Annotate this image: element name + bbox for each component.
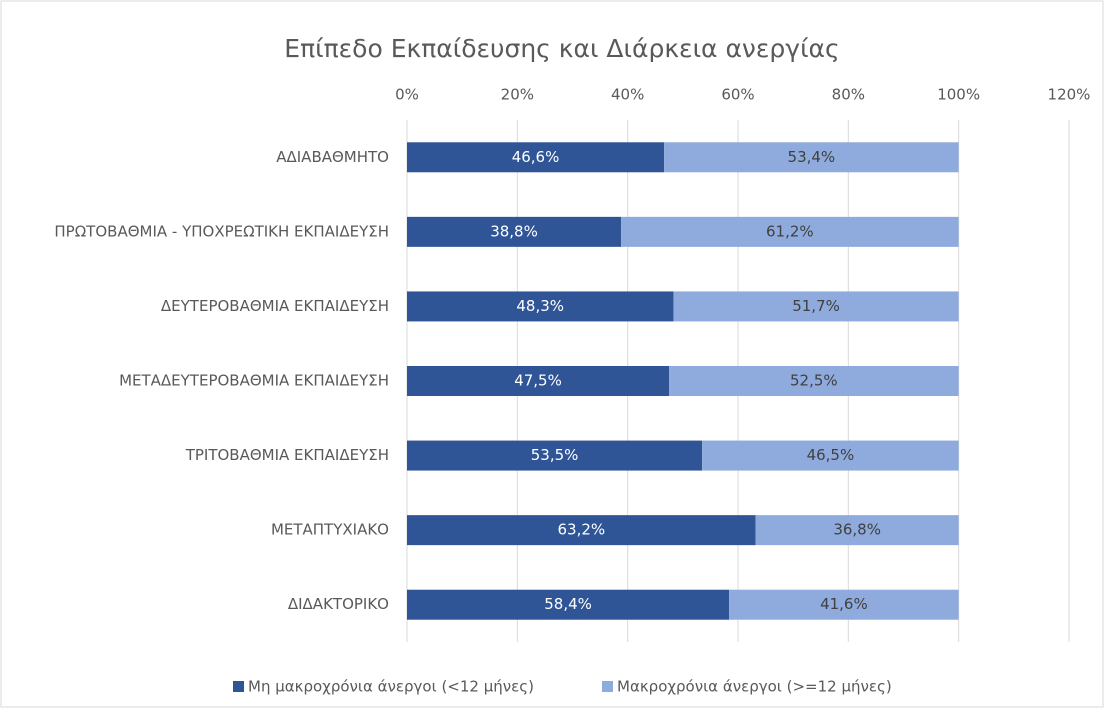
bar xyxy=(407,589,730,620)
bar xyxy=(407,216,622,247)
data-label: 63,2% xyxy=(557,521,605,539)
data-label: 58,4% xyxy=(544,595,592,613)
y-tick-label: ΔΕΥΤΕΡΟΒΑΘΜΙΑ ΕΚΠΑΙΔΕΥΣΗ xyxy=(161,297,389,315)
x-tick-label: 60% xyxy=(721,86,754,104)
data-label: 52,5% xyxy=(790,372,838,390)
bar xyxy=(621,216,959,247)
data-label: 47,5% xyxy=(514,372,562,390)
legend-marker xyxy=(233,681,244,692)
chart-title: Επίπεδο Εκπαίδευσης και Διάρκεια ανεργία… xyxy=(284,34,839,63)
y-tick-label: ΜΕΤΑΔΕΥΤΕΡΟΒΑΘΜΙΑ ΕΚΠΑΙΔΕΥΣΗ xyxy=(119,372,389,390)
legend-label: Μη μακροχρόνια άνεργοι (<12 μήνες) xyxy=(248,678,534,696)
legend-marker xyxy=(602,681,613,692)
data-label: 46,5% xyxy=(807,446,855,464)
x-tick-label: 120% xyxy=(1048,86,1091,104)
y-tick-label: ΤΡΙΤΟΒΑΘΜΙΑ ΕΚΠΑΙΔΕΥΣΗ xyxy=(185,446,389,464)
bar xyxy=(407,142,665,173)
data-label: 38,8% xyxy=(490,222,538,240)
x-tick-label: 100% xyxy=(937,86,980,104)
bar xyxy=(407,366,670,396)
y-tick-label: ΜΕΤΑΠΤΥΧΙΑΚΟ xyxy=(271,521,389,539)
data-label: 46,6% xyxy=(512,148,560,166)
x-tick-label: 40% xyxy=(611,86,644,104)
x-tick-label: 80% xyxy=(832,86,865,104)
x-tick-label: 20% xyxy=(501,86,534,104)
bar xyxy=(669,366,959,396)
data-label: 41,6% xyxy=(820,595,868,613)
data-label: 53,5% xyxy=(531,446,579,464)
bar xyxy=(755,515,959,546)
bar xyxy=(673,291,959,322)
x-tick-label: 0% xyxy=(395,86,419,104)
data-label: 51,7% xyxy=(792,297,840,315)
data-label: 53,4% xyxy=(788,148,836,166)
bar xyxy=(702,440,959,471)
bar xyxy=(407,440,703,471)
y-tick-label: ΑΔΙΑΒΑΘΜΗΤΟ xyxy=(276,148,389,166)
data-label: 48,3% xyxy=(516,297,564,315)
bar xyxy=(407,515,756,546)
bar xyxy=(664,142,959,173)
y-tick-label: ΠΡΩΤΟΒΑΘΜΙΑ - ΥΠΟΧΡΕΩΤΙΚΗ ΕΚΠΑΙΔΕΥΣΗ xyxy=(54,222,389,240)
y-tick-label: ΔΙΔΑΚΤΟΡΙΚΟ xyxy=(288,595,389,613)
bar xyxy=(729,589,959,620)
data-label: 36,8% xyxy=(833,521,881,539)
legend-label: Μακροχρόνια άνεργοι (>=12 μήνες) xyxy=(617,678,892,696)
bar xyxy=(407,291,674,322)
data-label: 61,2% xyxy=(766,222,814,240)
